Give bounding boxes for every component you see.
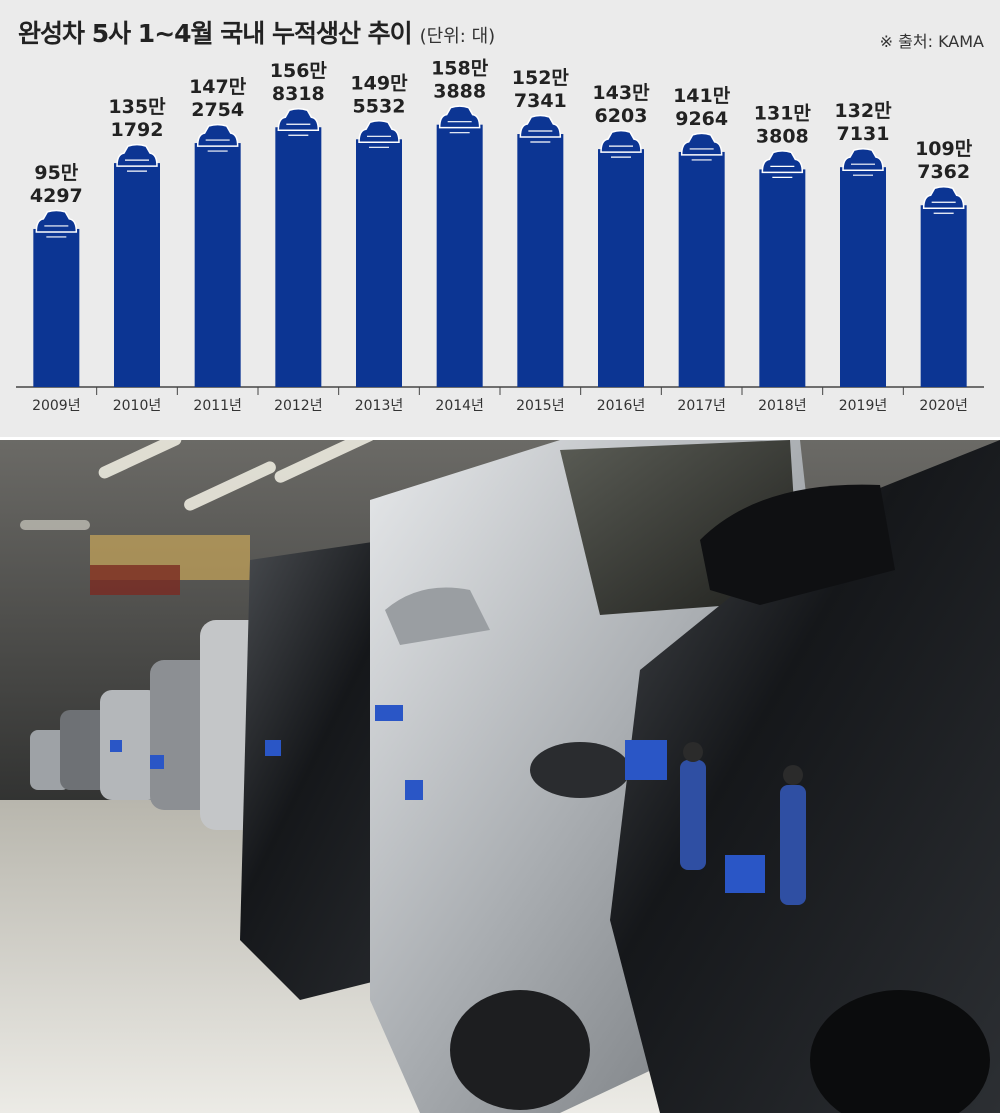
nearest-dark-car [610,440,1000,1113]
bar-value-label-bottom: 7362 [917,161,970,183]
bar-value-label-bottom: 9264 [675,108,728,130]
bar-value-label-top: 147만 [189,76,247,98]
wall-display [90,565,180,595]
bar-value-label-top: 156만 [270,60,328,82]
bar [194,143,241,387]
silver-car-wheel [450,990,590,1110]
chart-panel: 95만 4297 2009년 135만 1792 2010년 147만 2754 2011년 15… [0,0,1000,437]
bar-car-icon [358,120,400,144]
chart-title-text: 완성차 5사 1~4월 국내 누적생산 추이 [18,19,413,48]
chart-unit: (단위: 대) [419,26,496,47]
bar-value-label-top: 143만 [592,82,650,104]
bar-value-label-bottom: 5532 [353,95,406,117]
bar [759,169,806,387]
bar [356,139,402,387]
silver-car-headlight [530,742,630,798]
x-tick-label: 2009년 [32,398,81,414]
bar [678,151,725,387]
dark-car-mirror [700,484,895,605]
bar-value-label-bottom: 7341 [514,90,567,112]
x-tick-label: 2015년 [516,398,565,414]
x-tick-label: 2020년 [919,398,968,414]
bar [436,124,483,387]
blue-tags [110,705,765,893]
bar-value-label-top: 141만 [673,85,731,107]
bar-value-label-bottom: 7131 [837,123,890,145]
bar-car-icon [600,129,642,153]
bar-value-label-top: 135만 [108,96,166,118]
chart-source: ※ 출처: KAMA [879,32,984,51]
bar [33,228,80,387]
bar [114,163,160,387]
bar-car-icon [35,209,78,233]
bar-value-label-bottom: 3808 [756,125,809,147]
bar-car-icon [116,143,158,167]
bar [920,205,967,387]
x-tick-label: 2017년 [677,398,726,414]
x-tick-label: 2019년 [839,398,888,414]
x-tick-label: 2010년 [113,398,162,414]
bar-car-icon [277,107,320,131]
bar-value-label-bottom: 6203 [595,105,648,127]
x-tick-label: 2012년 [274,398,323,414]
bar-value-label-top: 109만 [915,138,973,160]
bar-value-label-top: 131만 [754,102,812,124]
bar-car-icon [842,147,884,171]
bar-car-icon [680,132,723,156]
bar-car-icon [761,150,804,174]
bar-value-label-top: 95만 [34,162,78,184]
bar-value-label-top: 158만 [431,58,489,80]
bar-value-label-bottom: 4297 [30,185,83,207]
x-tick-label: 2018년 [758,398,807,414]
bar-value-label-top: 132만 [834,100,892,122]
bar-value-label-bottom: 1792 [111,119,164,141]
bar [275,127,322,388]
bar [517,134,564,387]
bar-value-label-bottom: 8318 [272,83,325,105]
bar-value-label-top: 152만 [512,67,570,89]
x-tick-label: 2013년 [355,398,404,414]
bar-car-icon [519,114,562,138]
dark-car-wheel [810,990,990,1113]
bar-car-icon [922,185,965,209]
bar-value-label-top: 149만 [350,72,408,94]
chart-title: 완성차 5사 1~4월 국내 누적생산 추이 (단위: 대) [18,14,495,50]
bar [840,167,886,387]
x-tick-label: 2014년 [435,398,484,414]
factory-photo-illustration [0,440,1000,1113]
bar [598,149,644,387]
ceiling-lights [20,440,376,530]
bar-car-icon [196,123,239,147]
bar-value-label-bottom: 3888 [433,81,486,103]
x-tick-label: 2011년 [193,398,242,414]
bar-value-label-bottom: 2754 [191,99,244,121]
factory-photo [0,440,1000,1113]
bar-car-icon [438,105,481,129]
silver-car-mirror [385,587,490,645]
worker-reflection [680,742,806,905]
x-tick-label: 2016년 [597,398,646,414]
